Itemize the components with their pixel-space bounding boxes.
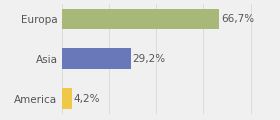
Bar: [62, 48, 131, 69]
Text: 4,2%: 4,2%: [73, 94, 100, 104]
Bar: [62, 88, 71, 109]
Text: 66,7%: 66,7%: [221, 14, 254, 24]
Text: 29,2%: 29,2%: [132, 54, 166, 64]
Bar: [62, 9, 219, 29]
